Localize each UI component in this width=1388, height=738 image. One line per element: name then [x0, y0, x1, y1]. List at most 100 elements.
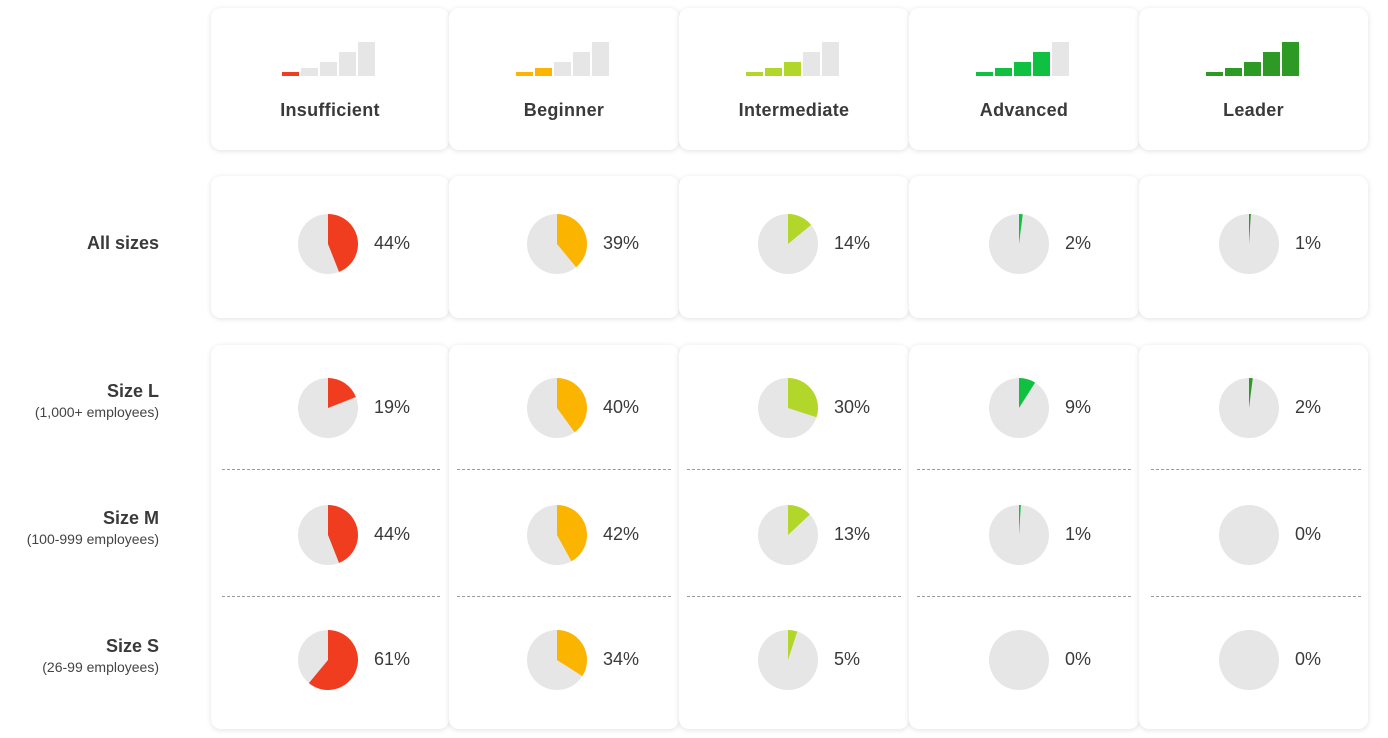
level-bar — [784, 62, 801, 76]
row-label-size-s: Size S (26-99 employees) — [42, 635, 159, 677]
pie-value-label: 5% — [834, 649, 861, 669]
row-title: Size S — [105, 636, 159, 656]
pie-value-label: 61% — [374, 649, 411, 669]
pie-value-label: 19% — [374, 397, 411, 417]
level-bar — [746, 72, 763, 76]
pie-slice — [557, 214, 588, 268]
pie-cell: 19% — [297, 377, 457, 439]
pie-cell: 14% — [757, 213, 917, 275]
level-bar — [1243, 62, 1261, 76]
pie-chart — [527, 630, 587, 690]
pie-cell: 9% — [988, 377, 1148, 439]
level-bar — [339, 52, 356, 76]
pie-value-label: 9% — [1065, 397, 1092, 417]
pie-chart — [989, 378, 1049, 438]
level-bar — [1033, 52, 1050, 76]
level-label: Leader — [1223, 100, 1284, 120]
pie-slice — [788, 630, 798, 660]
pie-chart — [527, 505, 587, 565]
level-header-advanced: Advanced — [909, 8, 1139, 150]
pie-cell: 34% — [526, 629, 686, 691]
row-subtitle: (1,000+ employees) — [34, 404, 159, 420]
pie-chart — [298, 378, 358, 438]
pie-cell: 44% — [297, 213, 457, 275]
pie-value-label: 30% — [834, 397, 871, 417]
level-bar — [976, 72, 993, 76]
level-bar — [573, 52, 590, 76]
row-divider — [1151, 596, 1361, 597]
row-title: Size L — [106, 381, 159, 401]
level-bar — [535, 68, 552, 76]
row-divider — [222, 596, 440, 597]
pie-slice — [1019, 378, 1036, 408]
level-bar — [282, 72, 299, 76]
pie-value-label: 1% — [1295, 233, 1322, 253]
pie-value-label: 1% — [1065, 524, 1092, 544]
level-bars-icon — [282, 42, 375, 76]
row-subtitle: (26-99 employees) — [42, 659, 159, 675]
row-divider — [687, 596, 901, 597]
pie-cell: 39% — [526, 213, 686, 275]
row-divider — [917, 596, 1131, 597]
level-bar — [1052, 42, 1069, 76]
level-label: Insufficient — [280, 100, 380, 120]
pie-slice — [788, 378, 818, 418]
pie-chart — [758, 214, 818, 274]
pie-slice — [328, 505, 358, 563]
pie-value-label: 44% — [374, 524, 411, 544]
pie-chart — [298, 505, 358, 565]
level-bars-icon — [516, 42, 609, 76]
level-header-beginner: Beginner — [449, 8, 679, 150]
level-bar — [803, 52, 820, 76]
level-label: Intermediate — [738, 100, 850, 120]
pie-cell: 44% — [297, 504, 457, 566]
level-bar — [554, 62, 571, 76]
pie-cell: 61% — [297, 629, 457, 691]
level-header-intermediate: Intermediate — [679, 8, 909, 150]
pie-value-label: 40% — [603, 397, 640, 417]
row-divider — [917, 469, 1131, 470]
pie-chart — [1219, 214, 1279, 274]
row-divider — [457, 469, 671, 470]
row-label-size-m: Size M (100-999 employees) — [27, 507, 159, 549]
pie-cell: 5% — [757, 629, 917, 691]
pie-cell: 0% — [1218, 629, 1378, 691]
pie-slice — [308, 630, 358, 690]
row-divider — [457, 596, 671, 597]
pie-cell: 2% — [1218, 377, 1378, 439]
pie-chart — [527, 378, 587, 438]
pie-slice — [1249, 214, 1251, 244]
pie-chart — [758, 505, 818, 565]
pie-value-label: 39% — [603, 233, 640, 253]
level-header-leader: Leader — [1139, 8, 1368, 150]
pie-cell: 2% — [988, 213, 1148, 275]
level-bars-icon — [1205, 42, 1299, 76]
pie-background — [1219, 630, 1279, 690]
level-bar — [1262, 52, 1280, 76]
row-divider — [222, 469, 440, 470]
pie-cell: 13% — [757, 504, 917, 566]
pie-background — [1219, 505, 1279, 565]
pie-chart — [1219, 378, 1279, 438]
level-bar — [301, 68, 318, 76]
pie-value-label: 2% — [1065, 233, 1092, 253]
level-label: Beginner — [523, 100, 605, 120]
row-title: All sizes — [86, 233, 159, 253]
pie-value-label: 14% — [834, 233, 871, 253]
level-bar — [1014, 62, 1031, 76]
level-header-insufficient: Insufficient — [211, 8, 449, 150]
pie-slice — [1019, 505, 1021, 535]
pie-chart — [298, 214, 358, 274]
pie-value-label: 0% — [1295, 649, 1322, 669]
pie-value-label: 0% — [1065, 649, 1092, 669]
pie-cell: 30% — [757, 377, 917, 439]
pie-chart — [989, 630, 1049, 690]
level-bar — [995, 68, 1012, 76]
pie-cell: 40% — [526, 377, 686, 439]
pie-slice — [557, 630, 587, 677]
pie-background — [989, 630, 1049, 690]
level-bar — [1205, 72, 1223, 76]
level-bar — [516, 72, 533, 76]
pie-slice — [788, 505, 810, 535]
